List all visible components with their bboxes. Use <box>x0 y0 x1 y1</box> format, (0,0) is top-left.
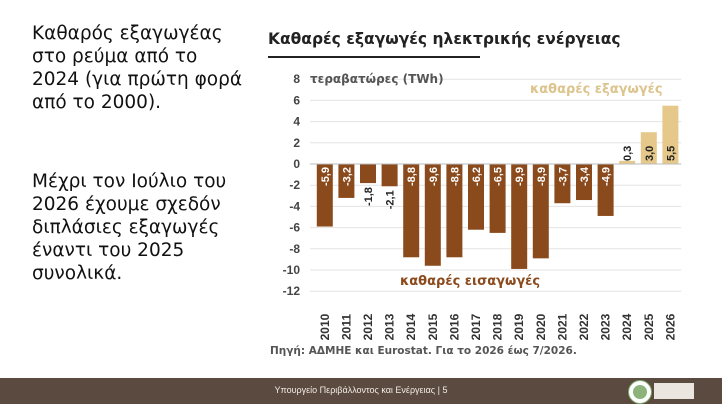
x-tick-label: 2025 <box>642 313 656 340</box>
bar <box>619 160 636 164</box>
bar <box>489 164 506 233</box>
y-tick-label: -10 <box>283 263 301 277</box>
bar-value-label: -3,2 <box>341 167 353 186</box>
bar-value-label: -5,9 <box>320 167 332 186</box>
exports-annotation: καθαρές εξαγωγές <box>530 82 663 97</box>
y-tick-label: -8 <box>289 242 300 256</box>
x-tick-label: 2019 <box>512 313 526 340</box>
x-tick-label: 2020 <box>534 313 548 340</box>
bar-value-label: -9,6 <box>428 167 440 186</box>
x-tick-label: 2015 <box>426 313 440 340</box>
bar <box>662 105 679 164</box>
y-tick-label: -12 <box>283 284 301 298</box>
bar <box>468 164 484 230</box>
x-tick-label: 2013 <box>383 313 397 340</box>
bar <box>381 164 398 187</box>
y-tick-label: 4 <box>293 115 300 129</box>
y-tick-label: 2 <box>293 136 300 150</box>
x-tick-label: 2014 <box>404 313 418 340</box>
bar-value-label: -6,5 <box>493 167 505 186</box>
bar <box>640 132 657 164</box>
bar <box>576 164 592 201</box>
y-tick-label: 8 <box>293 72 300 86</box>
bar-value-label: -6,2 <box>471 167 483 186</box>
y-tick-label: -6 <box>289 221 300 235</box>
bar-value-label: -1,8 <box>363 187 375 206</box>
footer-bar: Υπουργείο Περιβάλλοντος και Ενέργειας | … <box>0 378 722 404</box>
bar-value-label: -3,7 <box>557 167 569 186</box>
ministry-logo-icon <box>628 380 652 404</box>
net-exports-chart: 8 6 4 2 0 -2 -4 -6 -8 -10 -12 τεραβατώρες (TWh) -5,9… <box>268 56 682 340</box>
footer-text: Υπουργείο Περιβάλλοντος και Ενέργειας | … <box>274 385 448 395</box>
x-tick-label: 2024 <box>620 313 634 340</box>
x-tick-label: 2016 <box>447 313 461 340</box>
bar-value-label: -4,9 <box>601 167 613 186</box>
bar <box>511 164 528 269</box>
bar-value-label: -9,9 <box>514 167 526 186</box>
bar <box>424 164 441 266</box>
y-tick-label: -4 <box>289 199 300 213</box>
bar <box>403 164 420 258</box>
x-tick-label: 2011 <box>339 314 353 340</box>
bar-value-label: -8,9 <box>536 167 548 186</box>
x-tick-label: 2026 <box>663 313 677 340</box>
y-tick-label: -2 <box>289 178 300 192</box>
x-tick-label: 2012 <box>361 313 375 340</box>
bar <box>338 164 355 198</box>
imports-annotation: καθαρές εισαγωγές <box>400 274 540 289</box>
bar <box>316 164 333 227</box>
subline-text: Μέχρι τον Ιούλιο του 2026 έχουμε σχεδόν … <box>32 171 227 284</box>
bar <box>360 164 376 184</box>
bar <box>554 164 571 204</box>
bar-value-label: -2,1 <box>385 190 397 209</box>
x-tick-label: 2023 <box>599 313 613 340</box>
x-tick-label: 2018 <box>491 313 505 340</box>
ministry-logo-text-block <box>654 383 694 399</box>
x-tick-label: 2017 <box>469 313 483 340</box>
x-tick-label: 2022 <box>577 313 591 340</box>
bar-value-label: -8,8 <box>406 167 418 186</box>
bar-value-label: -8,8 <box>449 167 461 186</box>
source-note: Πηγή: ΑΔΜΗΕ και Eurostat. Για το 2026 έω… <box>270 345 577 357</box>
y-axis-label: τεραβατώρες (TWh) <box>310 72 444 86</box>
bar <box>597 164 614 216</box>
bar <box>446 164 463 258</box>
x-tick-label: 2010 <box>318 313 332 340</box>
x-tick-label: 2021 <box>555 313 569 340</box>
bar-value-label: 0,3 <box>622 146 634 161</box>
bar <box>532 164 549 259</box>
bar-value-label: 5,5 <box>665 146 677 161</box>
bar-value-label: -3,4 <box>579 166 591 186</box>
y-tick-label: 0 <box>293 157 300 171</box>
chart-title: Καθαρές εξαγωγές ηλεκτρικής ενέργειας <box>268 30 621 48</box>
headline-text: Καθαρός εξαγωγέας στο ρεύμα από το 2024 … <box>32 23 243 113</box>
bar-value-label: 3,0 <box>644 146 656 161</box>
y-tick-label: 6 <box>293 93 300 107</box>
